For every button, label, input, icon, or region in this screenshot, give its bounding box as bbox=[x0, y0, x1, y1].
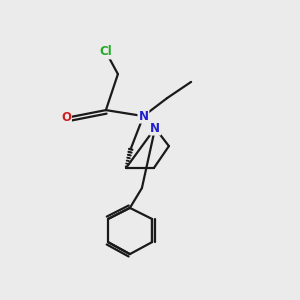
Text: Cl: Cl bbox=[100, 45, 112, 58]
Text: N: N bbox=[150, 122, 160, 135]
Text: N: N bbox=[138, 110, 148, 123]
Text: O: O bbox=[61, 111, 71, 124]
